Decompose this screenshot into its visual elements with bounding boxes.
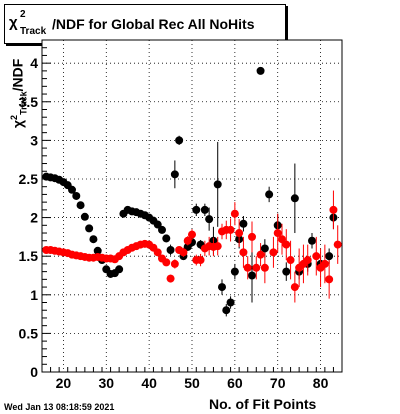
data-point-black (222, 306, 231, 315)
data-point-red (320, 259, 329, 268)
data-point-red (213, 242, 222, 251)
y-tick-label: 3 (30, 132, 38, 148)
data-point-red (286, 256, 295, 265)
data-point-black (239, 219, 248, 228)
data-point-red (278, 235, 286, 244)
title-subscript: Track (20, 26, 47, 37)
data-point-red (325, 275, 334, 284)
data-point-red (239, 248, 248, 257)
data-point-black (226, 298, 235, 307)
data-point-red (170, 259, 179, 268)
data-point-black (170, 170, 179, 179)
data-point-black (162, 234, 171, 243)
data-point-black (256, 66, 265, 75)
data-point-black (325, 252, 334, 261)
data-point-red (329, 205, 338, 214)
data-point-red (179, 248, 188, 257)
y-tick-label: 4 (30, 55, 38, 71)
data-point-black (248, 271, 256, 280)
y-tick-label: 0 (30, 364, 38, 380)
data-point-red (333, 240, 342, 249)
data-point-red (260, 263, 269, 272)
data-point-red (303, 256, 312, 265)
x-tick-label: 60 (227, 375, 243, 391)
x-tick-label: 70 (270, 375, 286, 391)
data-point-red (226, 225, 235, 234)
data-point-black (260, 244, 269, 253)
data-point-black (76, 201, 85, 210)
data-point-red (196, 256, 205, 265)
data-point-black (80, 212, 89, 221)
y-tick-label: 1 (30, 287, 38, 303)
data-point-black (290, 194, 299, 203)
data-point-red (273, 229, 282, 238)
data-point-black (166, 246, 175, 255)
y-axis-label: χ2Track/NDF (3, 40, 39, 130)
data-point-black (213, 180, 222, 189)
data-point-black (230, 267, 239, 276)
data-point-red (188, 230, 196, 239)
x-tick-label: 30 (98, 375, 114, 391)
data-point-red (235, 229, 244, 238)
x-tick-label: 20 (56, 375, 72, 391)
data-point-red (282, 240, 291, 249)
x-tick-label: 40 (141, 375, 157, 391)
title-superscript: 2 (20, 9, 26, 20)
data-point-red (256, 250, 265, 259)
timestamp: Wed Jan 13 08:18:59 2021 (4, 402, 115, 412)
title-chi-symbol: χ (9, 14, 18, 31)
data-point-red (269, 248, 278, 257)
x-tick-label: 50 (184, 375, 200, 391)
data-point-red (290, 283, 299, 292)
data-point-red (166, 274, 175, 283)
data-point-red (243, 263, 252, 272)
data-point-black (93, 246, 102, 255)
data-point-black (205, 215, 214, 224)
data-point-red (153, 248, 162, 257)
data-point-black (175, 136, 184, 145)
data-point-black (153, 220, 162, 229)
data-point-black (265, 190, 274, 199)
chart-title: /NDF for Global Rec All NoHits (52, 16, 255, 32)
chart-title-box: χ 2 Track /NDF for Global Rec All NoHits (4, 4, 286, 44)
data-point-black (158, 225, 166, 234)
data-point-red (230, 209, 239, 218)
data-point-black (200, 205, 209, 214)
x-axis-label: No. of Fit Points (209, 396, 317, 412)
data-point-red (312, 252, 321, 261)
x-tick-label: 80 (313, 375, 329, 391)
data-point-red (252, 263, 261, 272)
data-point-black (72, 191, 81, 200)
data-point-black (218, 283, 226, 292)
data-point-black (68, 185, 76, 194)
data-point-black (192, 205, 201, 214)
y-tick-label: 2.5 (19, 171, 39, 187)
data-point-red (162, 258, 171, 267)
data-point-black (282, 267, 291, 276)
plot-frame (41, 39, 343, 373)
y-tick-label: 0.5 (19, 325, 39, 341)
data-point-red (183, 236, 192, 245)
data-point-black (89, 235, 98, 244)
data-point-black (85, 224, 94, 233)
data-point-red (248, 232, 256, 241)
y-axis-label-text: χ2Track/NDF (9, 58, 29, 128)
data-point-black (115, 265, 124, 274)
y-tick-label: 3.5 (19, 94, 39, 110)
y-tick-label: 1.5 (19, 248, 39, 264)
y-tick-label: 2 (30, 210, 38, 226)
data-point-black (308, 236, 316, 245)
